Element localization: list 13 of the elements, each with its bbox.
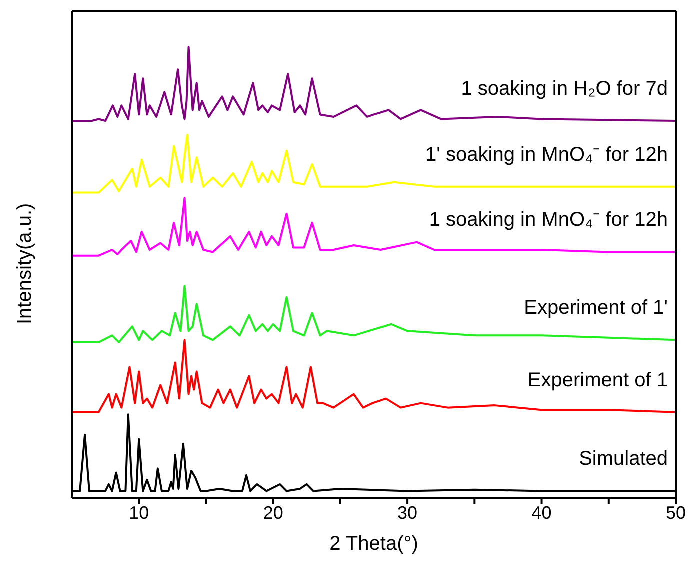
series-label: Simulated <box>579 448 668 470</box>
x-tick-label: 50 <box>666 502 686 523</box>
series-label: 1 soaking in H₂O for 7d <box>461 78 668 100</box>
x-tick-label: 10 <box>129 502 150 523</box>
x-tick-label: 20 <box>263 502 284 523</box>
series-label: 1 soaking in MnO₄⁻ for 12h <box>429 209 668 232</box>
x-tick-label: 30 <box>398 502 418 523</box>
x-tick-label: 40 <box>532 502 552 523</box>
y-axis-title: Intensity(a.u.) <box>14 203 36 324</box>
series-label: Experiment of 1 <box>528 369 668 392</box>
series-label: 1' soaking in MnO₄⁻ for 12h <box>426 144 668 166</box>
x-axis-title: 2 Theta(°) <box>330 533 418 555</box>
series-label: Experiment of 1' <box>524 297 668 320</box>
